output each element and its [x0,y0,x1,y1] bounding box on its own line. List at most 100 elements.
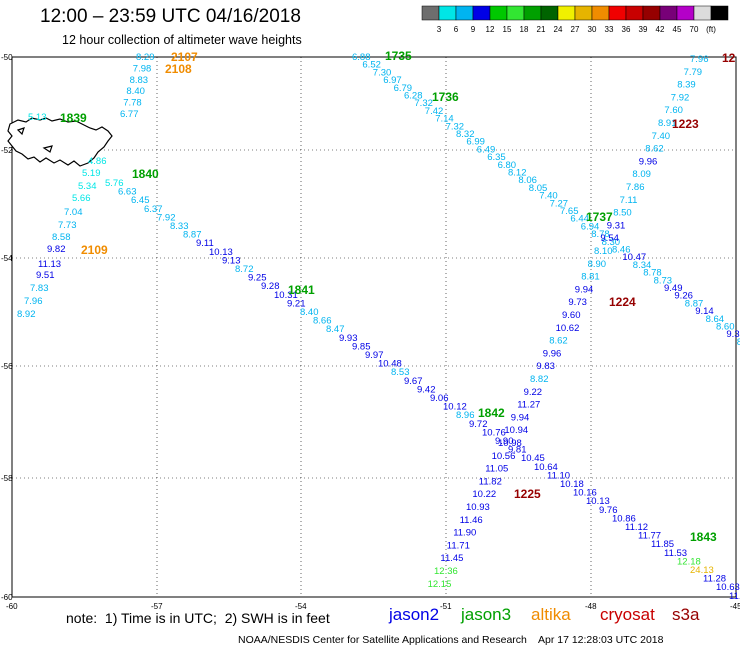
colorbar-tick-label: 12 [486,25,495,34]
swh-value: 6.97 [383,75,402,86]
time-label: 1839 [60,111,87,125]
swh-value: 12.18 [677,556,701,567]
swh-value: 9.96 [543,348,562,359]
page-subtitle: 12 hour collection of altimeter wave hei… [62,33,302,47]
swh-value: 7.92 [157,212,176,223]
swh-value: 8.66 [313,316,332,327]
swh-value: 8.60 [716,322,735,333]
swh-value: 12.36 [434,566,458,577]
swh-value: 7.32 [446,121,465,132]
colorbar-tick-label: 3 [437,25,442,34]
swh-value: 8.12 [508,168,527,179]
wave-height-map: -50-52-54-56-58-60-60 -57 -54 -51 -48 -45 8.2… [1,49,740,610]
swh-value: 10.76 [482,427,506,438]
swh-value: 9.14 [695,306,714,317]
swh-value: 8.09 [632,169,651,180]
swh-value: 10.47 [622,252,646,263]
swh-value: 8.46 [612,245,631,256]
swh-value: 6.37 [144,204,163,215]
swh-value: 7.14 [435,114,454,125]
falkland-islands-coastline [7,117,113,167]
swh-value: 5.66 [72,193,91,204]
swh-value: 9.54 [600,233,619,244]
swh-value: 8.83 [130,75,149,86]
swh-value: 10.64 [534,462,558,473]
swh-value: 11.12 [625,522,648,533]
swh-value: 8.33 [170,221,189,232]
swh-value: 8.81 [581,272,600,283]
swh-value: 7.96 [24,296,43,307]
swh-value: 7.78 [123,98,142,109]
map-frame [11,56,737,598]
swh-value: 9.21 [287,298,306,309]
time-label: 1223 [672,117,699,131]
colorbar-tick-label: 39 [639,25,648,34]
latitude-label: -50 [1,53,13,62]
swh-value: 8.78 [591,229,610,240]
time-label: 2109 [81,243,108,257]
swh-value: 8.05 [529,183,548,194]
swh-value: 9.85 [352,341,371,352]
colorbar-swatch [710,5,729,21]
swh-value: 10.13 [209,247,233,258]
swh-value: 11.13 [38,259,61,270]
swh-value: 6.44 [570,214,589,225]
swh-value: 8.91 [658,118,677,129]
swh-value: 9.22 [524,387,543,398]
swh-value: 6.28 [404,91,423,102]
swh-value: 10.48 [378,359,402,370]
swh-value: 11.45 [440,553,463,564]
colorbar-tick-label: 42 [656,25,665,34]
swh-value: 9.83 [536,361,555,372]
swh-value: 12.15 [428,579,452,590]
swh-value: 5.76 [105,178,124,189]
swh-value: 7.65 [560,206,579,217]
time-label: 1841 [288,283,315,297]
legend-cryosat: cryosat [600,605,655,624]
latitude-label: -56 [1,362,13,371]
colorbar-tick-label: 30 [588,25,597,34]
swh-value: 6.77 [120,109,139,120]
swh-value: 9.94 [511,412,530,423]
swh-value: 11.28 [703,574,726,585]
wave-height-colorbar: 3 6 9 12 15 18 21 24 27 30 33 36 39 42 45 70 (ft) [421,5,729,34]
swh-value: 10.86 [612,513,636,524]
swh-value: 8.06 [518,175,537,186]
swh-value: 10.13 [586,496,610,507]
colorbar-tick-label: 45 [673,25,682,34]
swh-value: 8.87 [685,298,704,309]
time-label: 1224 [609,295,636,309]
time-label: 1735 [385,49,412,63]
swh-value: 8.50 [613,208,632,219]
swh-value: 8.39 [677,80,696,91]
swh-value: 9.13 [222,255,241,266]
swh-value: 11.85 [651,539,674,550]
longitude-label: -57 [151,602,163,610]
swh-value: 9.06 [430,393,449,404]
swh-value: 7.86 [626,182,645,193]
swh-value: 9.28 [261,281,280,292]
swh-value: 6.99 [466,137,485,148]
swh-value: 9.49 [664,283,683,294]
swh-value: 10.63 [716,582,740,593]
colorbar-tick-label: (ft) [706,25,716,34]
colorbar-tick-label: 21 [537,25,546,34]
swh-value: 8. [737,337,740,348]
time-label: 1736 [432,90,459,104]
colorbar-tick-label: 27 [571,25,580,34]
swh-value: 9.31 [607,220,626,231]
axis-labels: -50 -52 -54 -56 -58 -60-60 -57 -54 -51 -48 -45 [1,53,740,610]
swh-value: 9.25 [248,273,267,284]
swh-value: 9.96 [639,156,658,167]
swh-value: 11.10 [547,470,570,481]
swh-value: 9.93 [339,333,358,344]
time-label: 12 [722,51,736,65]
swh-value: 9.42 [417,384,436,395]
swh-value: 11.95 [729,591,740,602]
swh-value: 7.60 [664,105,683,116]
swh-value: 8.29 [136,52,155,63]
swh-value: 8.58 [52,232,71,243]
footer-note: note: 1) Time is in UTC; 2) SWH is in fe… [66,610,330,626]
swh-value: 7.27 [550,198,569,209]
swh-value: 7.92 [671,92,690,103]
